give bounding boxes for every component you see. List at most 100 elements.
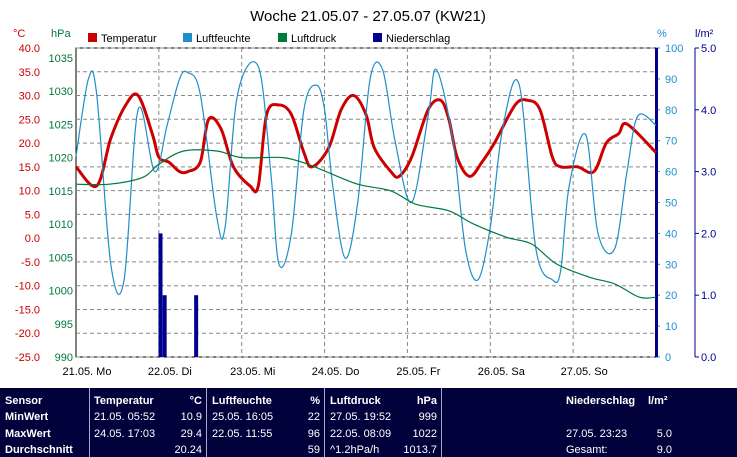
precipitation-total-value: 9.0: [656, 444, 672, 456]
x-tick-label: 23.05. Mi: [230, 366, 275, 378]
precipitation-bar: [158, 233, 163, 357]
humidity-tick-label: 70: [665, 136, 677, 148]
precipitation-tick-label: 3.0: [701, 167, 716, 179]
x-tick-label: 26.05. Sa: [478, 366, 526, 378]
stats-row-max-label: MaxWert: [5, 428, 51, 440]
precipitation-axis-unit: l/m²: [695, 28, 714, 40]
pressure-tick-label: 1020: [49, 153, 73, 165]
stats-divider: [89, 388, 90, 457]
precipitation-tick-label: 0.0: [701, 352, 716, 364]
weather-chart: Woche 21.05.07 - 27.05.07 (KW21) °C 40.0 35…: [13, 8, 716, 378]
stats-header-sensor: Sensor: [5, 395, 43, 407]
pressure-tick-label: 1025: [49, 119, 73, 131]
stats-divider: [441, 388, 442, 457]
legend-swatch: [88, 33, 97, 42]
pressure-avg-value: 1013.7: [403, 444, 437, 456]
temperature-tick-label: 10.0: [19, 186, 40, 198]
pressure-unit: hPa: [416, 395, 437, 407]
humidity-tick-label: 50: [665, 198, 677, 210]
pressure-tick-label: 995: [55, 319, 73, 331]
stats-row-min-label: MinWert: [5, 411, 49, 423]
humidity-tick-label: 80: [665, 105, 677, 117]
legend-label: Luftfeuchte: [196, 33, 250, 45]
humidity-axis-unit: %: [657, 28, 667, 40]
precipitation-unit: l/m²: [648, 395, 668, 407]
precipitation-tick-label: 1.0: [701, 290, 716, 302]
precipitation-total-label: Gesamt:: [566, 444, 608, 456]
pressure-tick-label: 1005: [49, 252, 73, 264]
humidity-min-value: 22: [307, 411, 320, 423]
humidity-tick-label: 90: [665, 74, 677, 86]
pressure-tick-label: 990: [55, 352, 73, 364]
temperature-tick-label: -15.0: [15, 304, 40, 316]
precipitation-bar: [194, 295, 199, 357]
pressure-axis-unit: hPa: [51, 28, 71, 40]
temperature-tick-label: 5.0: [25, 209, 40, 221]
x-tick-label: 24.05. Do: [312, 366, 360, 378]
temperature-max-value: 29.4: [180, 428, 202, 440]
humidity-tick-label: 100: [665, 43, 683, 55]
series-line-luftfeuchte: [75, 61, 657, 295]
temperature-unit: °C: [189, 395, 202, 407]
series-line-luftdruck: [75, 149, 657, 299]
legend-swatch: [278, 33, 287, 42]
legend-label: Niederschlag: [386, 33, 450, 45]
precipitation-max-time: 27.05. 23:23: [566, 428, 628, 440]
humidity-max-value: 96: [307, 428, 320, 440]
temperature-tick-label: 35.0: [19, 67, 40, 79]
pressure-tick-label: 1010: [49, 219, 73, 231]
temperature-tick-label: 20.0: [19, 138, 40, 150]
pressure-min-time: 27.05. 19:52: [330, 411, 392, 423]
precipitation-tick-label: 2.0: [701, 228, 716, 240]
temperature-tick-label: 0.0: [25, 233, 40, 245]
temperature-avg-value: 20.24: [174, 444, 202, 456]
stats-divider: [206, 388, 207, 457]
stats-row-avg-label: Durchschnitt: [5, 444, 73, 456]
temperature-header: Temperatur: [94, 395, 154, 407]
precipitation-tick-label: 4.0: [701, 105, 716, 117]
precipitation-bar: [162, 295, 167, 357]
pressure-header: Luftdruck: [330, 395, 381, 407]
pressure-max-time: 22.05. 08:09: [330, 428, 392, 440]
temperature-tick-label: 30.0: [19, 91, 40, 103]
humidity-tick-label: 10: [665, 321, 677, 333]
statistics-panel: [0, 388, 737, 457]
pressure-tick-label: 1000: [49, 286, 73, 298]
precipitation-header: Niederschlag: [566, 395, 636, 407]
stats-divider: [324, 388, 325, 457]
humidity-tick-label: 20: [665, 290, 677, 302]
pressure-min-value: 999: [418, 411, 437, 423]
legend-swatch: [183, 33, 192, 42]
x-tick-label: 21.05. Mo: [63, 366, 112, 378]
pressure-trend: ^1.2hPa/h: [330, 444, 380, 456]
x-tick-label: 27.05. So: [561, 366, 608, 378]
temperature-axis-unit: °C: [13, 28, 25, 40]
pressure-tick-label: 1035: [49, 53, 73, 65]
temperature-tick-label: 40.0: [19, 43, 40, 55]
pressure-max-value: 1022: [412, 428, 437, 440]
precipitation-tick-label: 5.0: [701, 43, 716, 55]
humidity-max-time: 22.05. 11:55: [212, 428, 273, 440]
humidity-tick-label: 40: [665, 228, 677, 240]
humidity-unit: %: [310, 395, 320, 407]
legend-swatch: [373, 33, 382, 42]
humidity-tick-label: 0: [665, 352, 671, 364]
x-tick-label: 25.05. Fr: [396, 366, 440, 378]
series-line-temperatur: [74, 92, 658, 194]
temperature-max-time: 24.05. 17:03: [94, 428, 156, 440]
plot-frame: [75, 47, 657, 358]
right-axis-bar: [655, 48, 658, 357]
temperature-min-value: 10.9: [180, 411, 202, 423]
temperature-min-time: 21.05. 05:52: [94, 411, 156, 423]
pressure-tick-label: 1015: [49, 186, 73, 198]
humidity-tick-label: 30: [665, 259, 677, 271]
precipitation-max-value: 5.0: [656, 428, 672, 440]
pressure-tick-label: 1030: [49, 86, 73, 98]
temperature-tick-label: 25.0: [19, 114, 40, 126]
legend-label: Temperatur: [101, 33, 157, 45]
temperature-tick-label: 15.0: [19, 162, 40, 174]
legend-label: Luftdruck: [291, 33, 337, 45]
temperature-tick-label: -5.0: [21, 257, 40, 269]
humidity-header: Luftfeuchte: [212, 395, 272, 407]
humidity-avg-value: 59: [307, 444, 320, 456]
